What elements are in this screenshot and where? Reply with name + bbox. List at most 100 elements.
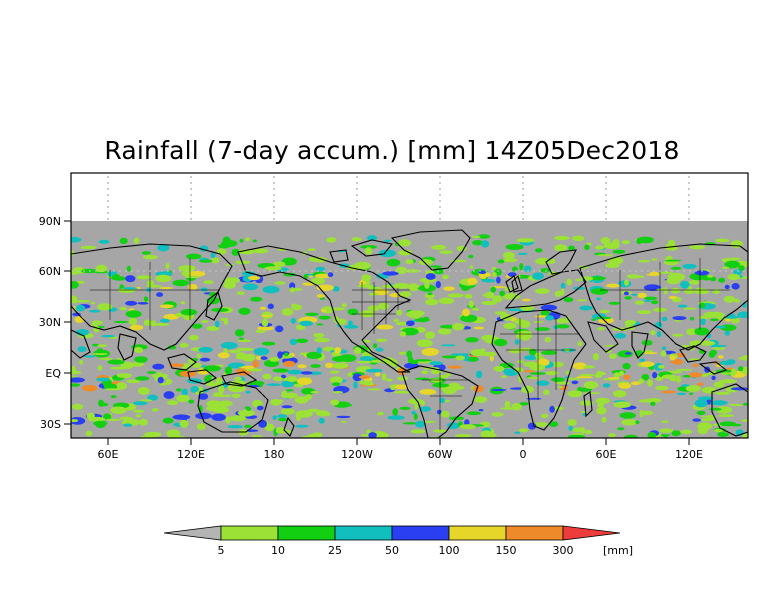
rain-patch [203,365,222,372]
lat-label-30n: 30N [39,316,61,329]
rain-patch [407,356,414,364]
rain-patch [529,372,546,375]
lon-label-60w: 60W [428,448,453,461]
rain-patch [533,422,548,427]
rain-patch [245,368,263,372]
rain-patch [600,237,611,245]
rain-patch [160,318,170,323]
rain-patch [637,310,652,315]
rain-patch [503,322,517,330]
rain-patch [267,303,274,310]
rain-patch [198,346,213,353]
colorbar-segment-100-150 [448,525,507,541]
rain-patch [253,347,270,356]
rain-patch [473,385,484,393]
rain-patch [731,283,740,290]
rain-patch [624,279,629,286]
rain-patch [564,316,571,324]
rain-patch [689,392,694,395]
rain-patch [319,297,326,300]
lon-label-0: 0 [520,448,527,461]
rain-patch [368,432,377,438]
rain-patch [696,382,704,386]
colorbar-segment-5-10 [220,525,279,541]
rain-patch [281,257,297,266]
rain-patch [364,247,373,255]
rain-patch [447,365,463,369]
rain-patch [504,286,512,292]
rain-patch [730,317,740,324]
rain-patch [383,239,392,242]
rain-patch [367,305,380,312]
rain-patch [424,331,436,339]
rain-patch [285,389,294,392]
rain-patch [512,266,518,272]
rain-patch [468,300,474,309]
rain-patch [430,369,442,375]
rain-patch [165,378,172,385]
rain-patch [639,410,654,416]
rain-patch [180,301,186,305]
rain-patch [553,235,570,241]
rain-patch [671,287,681,294]
rain-patch [71,419,79,423]
rain-patch [192,323,203,329]
rain-patch [514,339,520,345]
rain-patch [635,420,640,425]
rain-patch [575,278,583,282]
rain-patch [425,298,439,306]
rain-patch [353,347,362,355]
rain-patch [188,284,198,290]
rain-patch [419,406,432,412]
rain-patch [376,324,394,330]
rain-patch [297,364,307,369]
rain-patch [71,295,78,303]
rain-patch [707,275,714,278]
rain-patch [311,432,323,438]
rain-patch [378,249,397,258]
rain-patch [272,261,286,267]
rain-patch [451,323,465,331]
rain-patch [85,430,93,437]
colorbar-label-25: 25 [328,544,342,557]
rain-patch [727,273,740,281]
rain-patch [91,320,103,325]
rain-patch [113,320,129,324]
rain-patch [715,406,733,414]
rain-patch [332,391,344,394]
rain-patch [514,431,521,434]
rain-patch [291,304,303,311]
rain-patch [206,400,222,408]
rain-patch [713,381,725,388]
rain-patch [661,374,677,380]
rain-patch [147,394,159,401]
rain-patch [698,315,712,319]
rain-patch [579,373,595,377]
rain-patch [353,381,358,389]
rain-patch [675,368,693,371]
rain-patch [491,412,504,417]
rain-patch [421,370,429,375]
rain-patch [80,245,97,250]
rain-patch [245,390,251,394]
rain-patch [527,422,537,430]
rain-patch [718,277,726,283]
rain-patch [255,356,262,360]
rain-patch [206,325,220,331]
rain-patch [473,326,485,330]
rain-patch [584,244,590,251]
rain-patch [503,251,515,259]
rain-patch [612,239,620,247]
rain-patch [213,392,224,397]
rain-patch [151,408,159,412]
rain-patch [347,308,359,316]
rain-patch [110,395,117,399]
rain-patch [490,286,497,293]
rain-patch [464,293,473,299]
rain-patch [111,271,118,275]
rain-patch [545,371,559,376]
rain-patch [259,306,267,310]
rain-patch [694,399,708,408]
rain-patch [405,269,420,273]
rain-patch [274,281,286,285]
